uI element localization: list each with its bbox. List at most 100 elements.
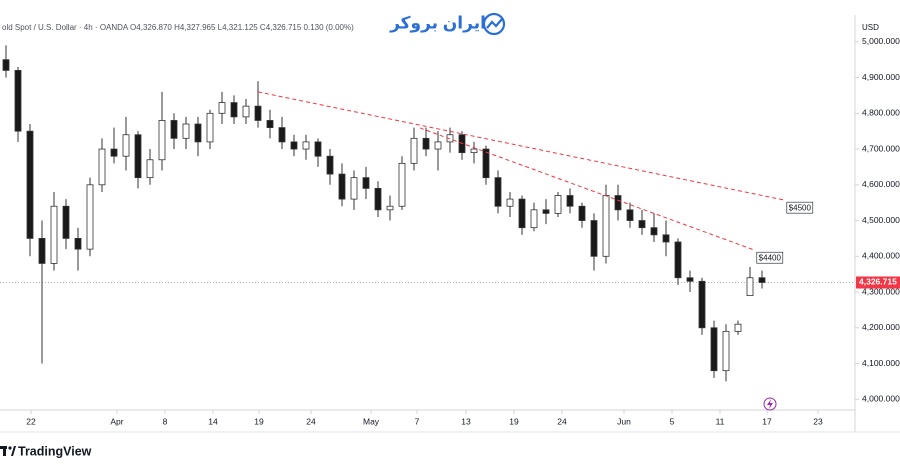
candle-body bbox=[194, 123, 202, 143]
current-price-box bbox=[856, 276, 900, 289]
candle-body bbox=[290, 141, 298, 150]
candle-body bbox=[38, 238, 46, 264]
x-tick-label: 24 bbox=[557, 416, 567, 426]
trend-line bbox=[419, 127, 755, 251]
trend-label: $4500 bbox=[789, 203, 812, 212]
current-price-label: 4,326.715 bbox=[859, 277, 897, 287]
candle-body bbox=[206, 112, 214, 143]
candle-body bbox=[542, 209, 550, 214]
candle-body bbox=[530, 209, 538, 229]
candle-body bbox=[278, 127, 286, 143]
candle-body bbox=[710, 327, 718, 372]
y-tick-label: 4,000.000 bbox=[862, 394, 900, 404]
candle-body bbox=[302, 141, 310, 150]
x-tick-label: 14 bbox=[208, 416, 218, 426]
candle-body bbox=[614, 195, 622, 211]
candle-body bbox=[566, 195, 574, 207]
symbol-header: old Spot / U.S. Dollar · 4h · OANDA O4,3… bbox=[2, 23, 354, 32]
candle-body bbox=[662, 234, 670, 243]
candle-body bbox=[314, 141, 322, 157]
candle-body bbox=[62, 205, 70, 239]
candle-body bbox=[74, 238, 82, 250]
y-tick-label: 4,600.000 bbox=[862, 179, 900, 189]
x-tick-label: 19 bbox=[254, 416, 264, 426]
candle-body bbox=[2, 59, 10, 71]
brand-logo bbox=[0, 446, 16, 456]
candle-body bbox=[326, 155, 334, 175]
x-tick-label: 5 bbox=[670, 416, 675, 426]
candle-body bbox=[86, 184, 94, 250]
x-tick-label: 11 bbox=[716, 416, 725, 426]
candle-body bbox=[554, 195, 562, 214]
candle-body bbox=[170, 120, 178, 139]
y-tick-label: 5,000.000 bbox=[862, 36, 900, 46]
candle-body bbox=[146, 159, 154, 179]
x-tick-label: Jun bbox=[617, 416, 631, 426]
candle-body bbox=[602, 195, 610, 257]
candle-body bbox=[578, 205, 586, 221]
candle-body bbox=[422, 137, 430, 150]
x-tick-label: Apr bbox=[110, 416, 123, 426]
y-tick-label: 4,100.000 bbox=[862, 358, 900, 368]
candle-body bbox=[470, 148, 478, 154]
candle-body bbox=[506, 198, 514, 207]
candle-body bbox=[218, 102, 226, 114]
x-tick-label: 13 bbox=[461, 416, 471, 426]
trend-line bbox=[257, 91, 785, 201]
x-tick-label: May bbox=[363, 416, 380, 426]
candle-body bbox=[746, 277, 754, 297]
x-tick-label: 23 bbox=[813, 416, 823, 426]
x-tick-label: 17 bbox=[762, 416, 772, 426]
trend-label-box bbox=[756, 251, 784, 264]
candle-body bbox=[26, 130, 34, 239]
candle-body bbox=[14, 70, 22, 132]
candle-body bbox=[686, 277, 694, 282]
candle-body bbox=[134, 134, 142, 179]
candle-body bbox=[374, 187, 382, 211]
bolt-icon[interactable] bbox=[763, 397, 777, 411]
candle-body bbox=[434, 141, 442, 150]
x-tick-label: 8 bbox=[163, 416, 168, 426]
candle-body bbox=[590, 220, 598, 257]
watermark-logo bbox=[482, 12, 506, 36]
trend-label-box bbox=[786, 201, 814, 214]
candle-body bbox=[122, 134, 130, 157]
candle-body bbox=[626, 209, 634, 221]
candle-body bbox=[674, 241, 682, 279]
candle-body bbox=[254, 105, 262, 121]
y-tick-label: 4,800.000 bbox=[862, 108, 900, 118]
candle-body bbox=[398, 162, 406, 207]
y-tick-label: 4,500.000 bbox=[862, 215, 900, 225]
candle-body bbox=[230, 102, 238, 118]
y-tick-label: 4,900.000 bbox=[862, 72, 900, 82]
candle-body bbox=[650, 227, 658, 236]
candle-body bbox=[50, 205, 58, 264]
candle-body bbox=[734, 323, 742, 332]
candle-body bbox=[182, 123, 190, 139]
candle-body bbox=[386, 205, 394, 211]
x-tick-label: 24 bbox=[306, 416, 316, 426]
brand: TradingView bbox=[18, 444, 92, 458]
candle-body bbox=[338, 173, 346, 200]
candle-body bbox=[266, 120, 274, 129]
candle-body bbox=[518, 198, 526, 229]
x-tick-label: 19 bbox=[509, 416, 519, 426]
candle-body bbox=[362, 177, 370, 189]
candle-body bbox=[98, 148, 106, 186]
candle-body bbox=[410, 137, 418, 164]
y-tick-label: 4,700.000 bbox=[862, 143, 900, 153]
y-tick-label: 4,300.000 bbox=[862, 286, 900, 296]
candle-body bbox=[242, 105, 250, 118]
candle-body bbox=[758, 277, 766, 283]
candle-body bbox=[110, 148, 118, 157]
watermark: ایران بروکر bbox=[389, 13, 486, 33]
x-tick-label: 7 bbox=[415, 416, 420, 426]
candle-body bbox=[494, 177, 502, 207]
x-tick-label: 22 bbox=[26, 416, 36, 426]
axis-unit: USD bbox=[862, 23, 879, 32]
y-tick-label: 4,400.000 bbox=[862, 251, 900, 261]
candle-body bbox=[698, 280, 706, 329]
candle-body bbox=[722, 330, 730, 372]
